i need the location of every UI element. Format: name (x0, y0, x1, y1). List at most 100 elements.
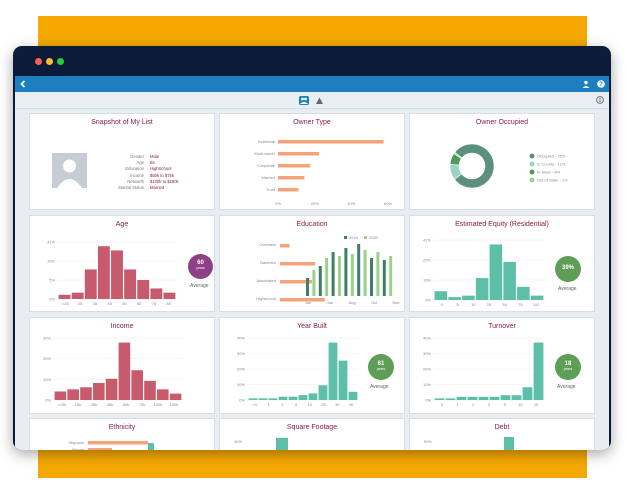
y-tick-label: 41% (423, 238, 431, 243)
turnover-chart: 40% 30% 20% 10% 0% 0 1 2 3 5 10 15 (423, 336, 544, 407)
legend-swatch (529, 169, 535, 175)
card-title: Owner Type (293, 119, 331, 126)
x-tick-label: 75k (139, 402, 145, 407)
bar-label: Hispanic (69, 440, 84, 445)
bar (475, 278, 489, 300)
bar (288, 396, 298, 400)
snapshot-label: Marital Status (118, 185, 144, 190)
y-tick-label: 0% (425, 298, 431, 303)
bar (448, 297, 461, 300)
x-tick-label: 30 (335, 402, 340, 407)
y-tick-label: 40% (423, 336, 431, 341)
bar (58, 294, 71, 299)
bar (503, 261, 516, 300)
debt-chart: 50% (424, 437, 514, 450)
income-chart: 30% 20% 10% 0% <15k 15k 25k 35k 50k 75k 100k 150k (43, 336, 182, 407)
x-tick-label: 10 (471, 302, 476, 307)
people-icon[interactable] (299, 96, 309, 105)
bar-label: Corporate (257, 163, 276, 168)
ethnicity-card: Ethnicity HispanicAfricanAsian (29, 418, 215, 450)
snapshot-label: Education (125, 166, 144, 172)
info-icon[interactable] (596, 96, 604, 106)
y-tick-label: 30% (43, 336, 51, 341)
bar (357, 244, 361, 296)
card-title: Debt (494, 424, 510, 431)
x-tick-label: <25 (62, 301, 70, 306)
x-tick-label: 20 (321, 402, 326, 407)
donut-slice (453, 151, 463, 160)
bar (467, 396, 478, 400)
bar (306, 278, 309, 296)
user-icon[interactable] (582, 80, 590, 90)
bar-label: Overview (259, 242, 276, 247)
chart-icon[interactable] (315, 96, 324, 107)
bar (280, 280, 312, 284)
avatar (52, 153, 87, 188)
x-tick-label: 0% (275, 201, 281, 206)
y-tick-label: 15% (47, 259, 55, 264)
owner-occupied-chart: Occupied - 75% In County - 11% In State - … (449, 143, 568, 189)
x-tick-label: 35k (107, 402, 113, 407)
maximize-window-button[interactable] (57, 58, 64, 65)
y-tick-label: 0% (49, 297, 55, 302)
bar (389, 256, 393, 296)
minimize-window-button[interactable] (46, 58, 53, 65)
bar (434, 398, 445, 400)
bar (278, 140, 384, 144)
bar (84, 269, 97, 299)
app-window: ? Snapshot of My List Gender Male Age 56 Edu… (13, 46, 611, 450)
help-icon[interactable]: ? (597, 80, 605, 90)
x-tick-label: 1 (268, 402, 271, 407)
age-chart: 31% 15% 5% 0% <25 25 35 45 55 65 75 85 (47, 240, 176, 306)
bar (328, 342, 338, 400)
age-card: Age 31% 15% 5% 0% <25 25 35 45 55 65 75 85 60 years … (29, 215, 215, 312)
chevron-left-icon[interactable] (19, 80, 27, 90)
x-tick-label: Jan (305, 300, 311, 305)
bar (278, 176, 305, 180)
snapshot-value: 56 (150, 160, 155, 166)
bar (312, 270, 316, 296)
view-toolbar (15, 92, 609, 109)
turnover-average-badge: 18 years (555, 354, 581, 380)
bar (88, 448, 112, 450)
bar (456, 396, 467, 400)
legend-label: Out of State - 1% (537, 178, 568, 183)
bar (80, 387, 92, 400)
legend-label: Occupied - 75% (537, 154, 566, 159)
bar (268, 398, 278, 400)
bar (517, 286, 530, 300)
bar (278, 164, 311, 168)
card-title: Income (110, 323, 134, 330)
equity-average-label: Average (558, 286, 577, 292)
income-card: Income 30% 20% 10% 0% <15k 15k 25k 35k 50k 75k 100… (29, 317, 215, 414)
donut-slice (454, 143, 495, 189)
legend-swatch (344, 236, 347, 239)
bar (148, 443, 154, 450)
bar (338, 256, 341, 296)
bar (88, 441, 148, 445)
bar (280, 298, 325, 302)
y-tick-label: 40% (237, 336, 245, 341)
dashboard-grid: Snapshot of My List Gender Male Age 56 Educa… (15, 109, 609, 450)
legend-swatch (529, 161, 535, 167)
svg-text:?: ? (599, 82, 603, 88)
x-tick-label: 100k (154, 402, 163, 407)
x-tick-label: 2 (281, 402, 284, 407)
x-tick-label: 150k (170, 402, 179, 407)
app-header: ? (15, 76, 609, 92)
bar (370, 258, 373, 296)
x-tick-label: 15k (75, 402, 81, 407)
bar-label: Married (261, 175, 275, 180)
bar (504, 437, 514, 450)
legend-swatch (529, 153, 535, 159)
bar (348, 391, 358, 400)
turnover-card: Turnover 40% 30% 20% 10% 0% 0 1 2 3 5 10 15 18 years… (409, 317, 595, 414)
y-tick-label: 0% (425, 398, 431, 403)
equity-average-badge: 39% (555, 256, 581, 282)
bar (276, 437, 288, 450)
card-title: Education (296, 221, 328, 228)
close-window-button[interactable] (35, 58, 42, 65)
debt-card: Debt 50% (409, 418, 595, 450)
bar (93, 382, 105, 400)
x-tick-label: 5 (456, 302, 459, 307)
